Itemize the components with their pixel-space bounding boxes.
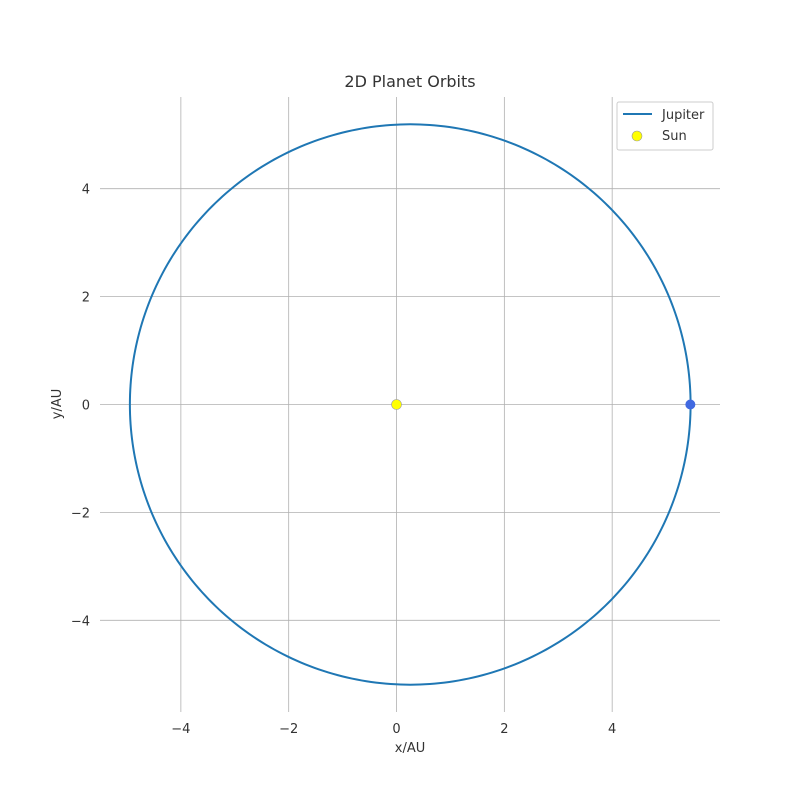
x-tick-label: 4	[608, 722, 616, 737]
x-tick-label: 0	[392, 722, 400, 737]
grid	[100, 97, 720, 712]
legend-label-jupiter: Jupiter	[661, 108, 705, 123]
legend: Jupiter Sun	[616, 101, 714, 151]
y-tick-label: 0	[82, 399, 90, 414]
legend-label-sun: Sun	[662, 129, 687, 144]
sun-point	[391, 399, 402, 410]
orbit-line-jupiter	[128, 123, 692, 686]
y-tick-label: −2	[71, 506, 90, 521]
y-tick-label: 4	[82, 183, 90, 198]
ticks: −4 −2 0 2 4 −4 −2 0 2 4	[71, 183, 616, 737]
y-tick-label: −4	[71, 614, 90, 629]
legend-swatch-sun	[631, 130, 643, 142]
y-axis-label: y/AU	[50, 389, 65, 419]
y-tick-label: 2	[82, 291, 90, 306]
jupiter-position-marker	[685, 399, 696, 410]
x-tick-label: −2	[279, 722, 298, 737]
x-tick-label: −4	[171, 722, 190, 737]
chart-title: 2D Planet Orbits	[344, 72, 475, 91]
x-tick-label: 2	[500, 722, 508, 737]
x-axis-label: x/AU	[395, 741, 425, 756]
